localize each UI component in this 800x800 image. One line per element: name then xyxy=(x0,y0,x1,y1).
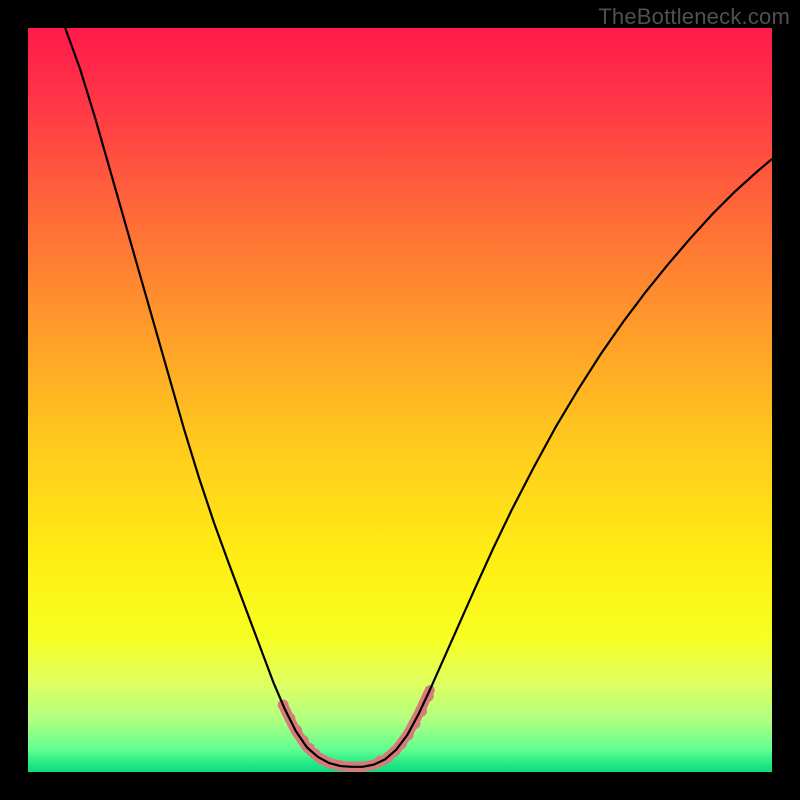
plot-area xyxy=(28,28,772,772)
watermark-text: TheBottleneck.com xyxy=(598,4,790,30)
curve-layer xyxy=(28,28,772,772)
valley-highlight-curve xyxy=(285,690,430,767)
chart-container: TheBottleneck.com xyxy=(0,0,800,800)
bottleneck-curve xyxy=(65,28,772,767)
